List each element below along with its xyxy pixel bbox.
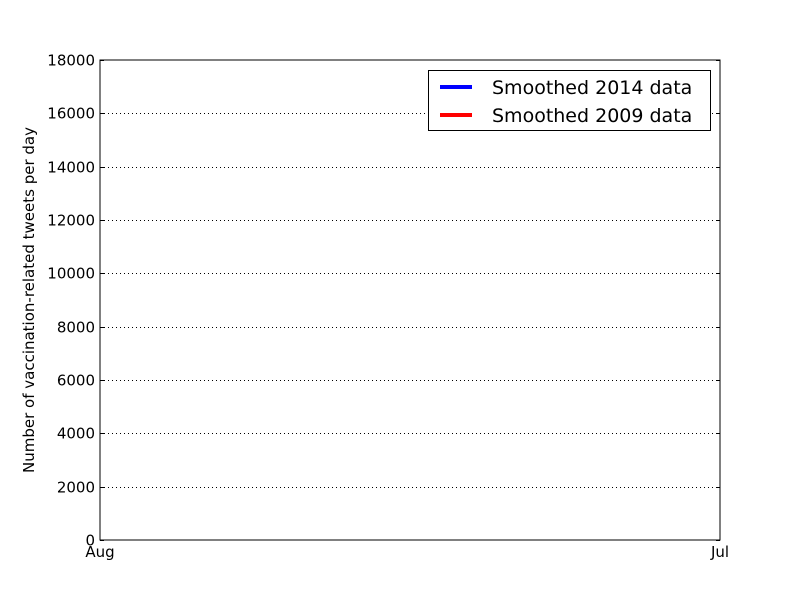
legend: Smoothed 2014 data Smoothed 2009 data <box>428 70 711 131</box>
y-tick-label: 2000 <box>57 479 95 497</box>
grid-lines <box>100 113 720 488</box>
legend-label-2009: Smoothed 2009 data <box>492 105 692 127</box>
plot-frame <box>99 59 721 541</box>
x-axis-ticks: Aug Jul <box>85 543 729 561</box>
y-axis-title: Number of vaccination-related tweets per… <box>20 127 38 473</box>
x-tick-label: Aug <box>85 543 114 561</box>
y-tick-label: 12000 <box>47 212 95 230</box>
y-tick-label: 14000 <box>47 159 95 177</box>
y-tick-label: 8000 <box>57 319 95 337</box>
legend-label-2014: Smoothed 2014 data <box>492 77 692 99</box>
x-tick-label: Jul <box>710 543 729 561</box>
legend-box <box>428 70 711 131</box>
y-axis-ticks: 0 2000 4000 6000 8000 10000 12000 14000 16000 180… <box>47 52 720 550</box>
y-tick-label: 4000 <box>57 425 95 443</box>
y-tick-label: 6000 <box>57 372 95 390</box>
y-tick-label: 18000 <box>47 52 95 70</box>
y-tick-label: 16000 <box>47 105 95 123</box>
y-tick-label: 10000 <box>47 265 95 283</box>
y-tick-label: 0 <box>85 532 95 550</box>
